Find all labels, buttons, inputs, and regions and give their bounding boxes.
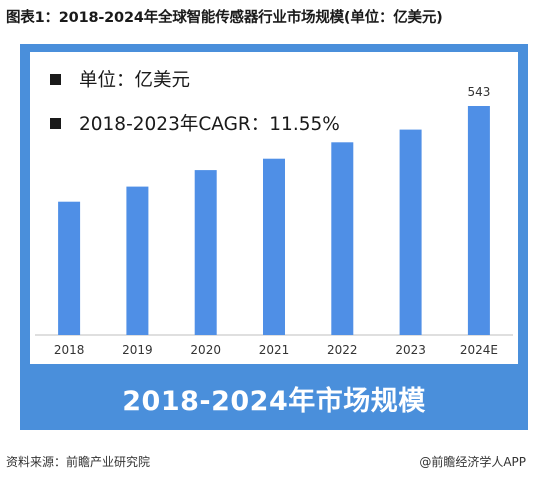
- x-tick-label-2023: 2023: [395, 343, 426, 357]
- x-tick-label-2018: 2018: [54, 343, 85, 357]
- source-note: 资料来源：前瞻产业研究院: [6, 455, 151, 469]
- x-tick-label-2021: 2021: [259, 343, 290, 357]
- legend-unit: 单位：亿美元: [50, 66, 190, 92]
- plot-area: 单位：亿美元 2018-2023年CAGR：11.55% 2018 2019 202…: [30, 52, 518, 364]
- bar-2022: [331, 142, 354, 335]
- bar-2020: [194, 170, 217, 335]
- legend-cagr: 2018-2023年CAGR：11.55%: [50, 110, 340, 136]
- legend-bullet-square: [50, 117, 61, 129]
- x-tick-label-2022: 2022: [327, 343, 358, 357]
- chart-banner: 2018-2024年市场规模: [122, 385, 426, 417]
- bar-2018: [58, 201, 81, 335]
- x-tick-label-2024E: 2024E: [460, 343, 498, 357]
- legend-bullet-square: [50, 73, 61, 85]
- bar-2021: [263, 158, 285, 335]
- data-label-2024E: 543: [467, 85, 490, 99]
- bar-2024E: [467, 106, 490, 335]
- bar-2023: [399, 129, 422, 335]
- bar-chart: 2018 2019 2020 2021 2022 2023 2024E 543: [35, 85, 513, 357]
- x-tick-label-2019: 2019: [122, 343, 153, 357]
- bar-2019: [126, 186, 149, 335]
- x-tick-label-2020: 2020: [190, 343, 221, 357]
- brand-note: @前瞻经济学人APP: [419, 455, 526, 469]
- figure-title: 图表1：2018-2024年全球智能传感器行业市场规模(单位：亿美元): [6, 10, 443, 26]
- legend-unit-text: 单位：亿美元: [79, 70, 191, 91]
- legend-cagr-text: 2018-2023年CAGR：11.55%: [79, 114, 340, 135]
- chart-panel: 单位：亿美元 2018-2023年CAGR：11.55% 2018 2019 202…: [20, 44, 528, 430]
